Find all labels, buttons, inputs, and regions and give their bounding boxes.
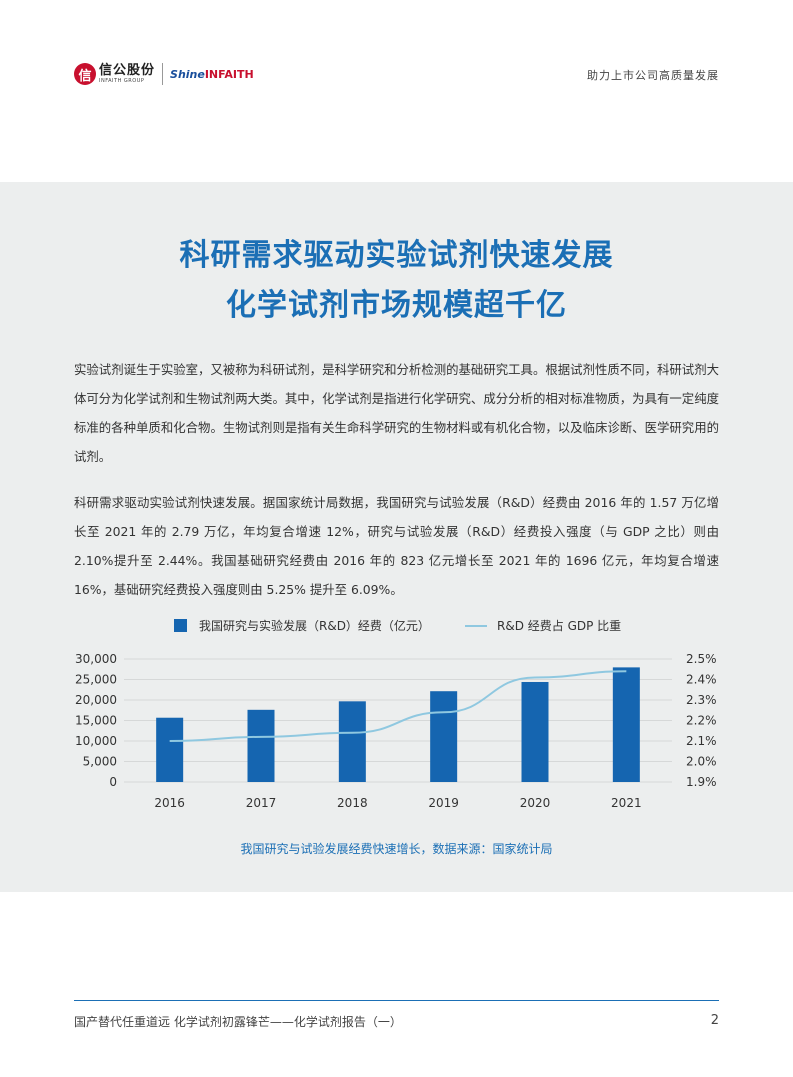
footer-report-title: 国产替代任重道远 化学试剂初露锋芒——化学试剂报告（一） [74, 1015, 402, 1029]
x-tick-label: 2021 [611, 796, 642, 810]
paragraph-intro: 实验试剂诞生于实验室，又被称为科研试剂，是科学研究和分析检测的基础研究工具。根据… [74, 362, 719, 464]
x-tick-label: 2017 [246, 796, 277, 810]
page-header: 信 信公股份 INFAITH GROUP Shine INFAITH 助力上市公司… [0, 0, 793, 182]
y-left-tick-label: 15,000 [75, 714, 117, 728]
series-line-gdp-ratio [169, 670, 627, 742]
legend-bar-label: 我国研究与实验发展（R&D）经费（亿元） [199, 619, 430, 633]
y-left-tick-label: 10,000 [75, 734, 117, 748]
header-tagline: 助力上市公司高质量发展 [587, 69, 719, 82]
y-left-tick-label: 5,000 [83, 755, 117, 769]
logo-en-text: INFAITH GROUP [99, 78, 145, 84]
bar-2017 [247, 709, 275, 782]
y-right-tick-label: 2.5% [686, 652, 717, 666]
legend-bar-swatch [174, 619, 187, 632]
y-right-tick-label: 2.3% [686, 693, 717, 707]
y-right-tick-label: 2.4% [686, 673, 717, 687]
logo-shine-text: Shine [170, 67, 205, 81]
y-left-tick-label: 0 [109, 775, 117, 789]
legend-line-label: R&D 经费占 GDP 比重 [497, 619, 622, 633]
y-right-tick-label: 2.2% [686, 714, 717, 728]
bar-2021 [612, 667, 640, 782]
x-tick-label: 2016 [154, 796, 185, 810]
page-title-line2: 化学试剂市场规模超千亿 [226, 288, 567, 323]
x-tick-label: 2020 [520, 796, 551, 810]
paragraph-rd: 科研需求驱动实验试剂快速发展。据国家统计局数据，我国研究与试验发展（R&D）经费… [74, 495, 719, 597]
bar-2020 [521, 681, 549, 782]
content-panel [0, 182, 793, 892]
y-left-tick-label: 20,000 [75, 693, 117, 707]
logo-divider [162, 63, 164, 85]
bar-2016 [156, 717, 184, 782]
x-tick-label: 2019 [428, 796, 459, 810]
logo-infaith-text: INFAITH [204, 67, 254, 81]
y-left-tick-label: 30,000 [75, 652, 117, 666]
chart-caption: 我国研究与试验发展经费快速增长，数据来源：国家统计局 [240, 842, 553, 856]
footer-divider [74, 1000, 719, 1001]
chart-legend: 我国研究与实验发展（R&D）经费（亿元） R&D 经费占 GDP 比重 [0, 617, 793, 637]
y-left-tick-label: 25,000 [75, 673, 117, 687]
y-right-tick-label: 1.9% [686, 775, 717, 789]
page-number: 2 [710, 1013, 719, 1028]
company-logo: 信 信公股份 INFAITH GROUP Shine INFAITH [74, 60, 254, 88]
legend-line-swatch [465, 625, 487, 627]
x-tick-label: 2018 [337, 796, 368, 810]
rd-chart: 30,000 25,000 20,000 15,000 10,000 5,000 0 2.5%… [75, 652, 717, 810]
y-right-tick-label: 2.0% [686, 755, 717, 769]
logo-icon: 信 [74, 63, 96, 85]
logo-cn-text: 信公股份 [99, 63, 156, 78]
bar-2019 [430, 691, 458, 782]
page-title-line1: 科研需求驱动实验试剂快速发展 [179, 238, 614, 273]
bar-2018 [338, 701, 366, 782]
y-right-tick-label: 2.1% [686, 734, 717, 748]
